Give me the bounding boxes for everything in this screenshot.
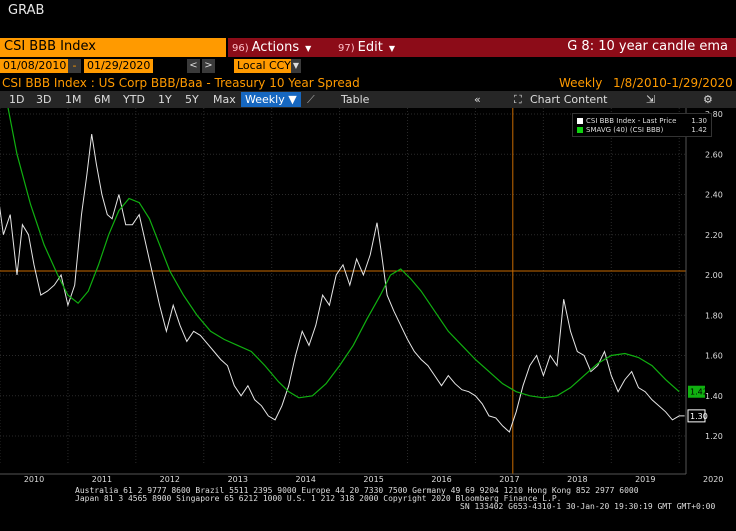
prev-period-button[interactable]: < — [187, 59, 200, 73]
tab-3d[interactable]: 3D — [36, 93, 52, 106]
axis-ticks — [0, 108, 687, 475]
chart-area: 1.20 1.40 1.60 1.80 2.00 2.20 2.40 2.60 2.80 2010… — [0, 108, 736, 484]
ticker-input-bar[interactable] — [0, 38, 226, 57]
chevron-down-icon: ▼ — [305, 44, 312, 53]
tab-max[interactable]: Max — [213, 93, 236, 106]
edit-num: 97) — [338, 43, 355, 54]
series-lines — [0, 108, 685, 433]
x-tick-label: 2018 — [567, 475, 587, 484]
price-value-flag — [687, 409, 706, 423]
export-icon[interactable]: ⇲ — [646, 93, 656, 106]
y-tick-label: 2.40 — [705, 191, 723, 200]
legend-item-price: CSI BBB Index - Last Price 1.30 — [577, 117, 709, 125]
date-range-label: 1/8/2010-1/29/2020 — [613, 76, 733, 90]
series-line-sma — [7, 108, 680, 399]
footer-line-1: Australia 61 2 9777 8600 Brazil 5511 239… — [75, 486, 639, 495]
legend-swatch-price — [577, 118, 583, 124]
chevron-down-icon[interactable]: ▼ — [291, 59, 301, 73]
periodicity-label: Weekly — [559, 76, 603, 90]
edit-button[interactable]: 97) Edit ▼ — [338, 40, 395, 55]
tab-5y[interactable]: 5Y — [185, 93, 199, 106]
chart-toolbar — [0, 91, 736, 108]
x-tick-label: 2012 — [160, 475, 180, 484]
y-tick-label: 2.80 — [705, 110, 723, 119]
sma-value-label: 1.42 — [690, 388, 708, 397]
x-tick-label: 2019 — [635, 475, 655, 484]
chart-content-icon: ⛶ — [514, 93, 522, 106]
tab-6m[interactable]: 6M — [94, 93, 111, 106]
tab-ytd[interactable]: YTD — [123, 93, 145, 106]
legend-value-sma: 1.42 — [691, 126, 707, 134]
x-tick-label: 2013 — [228, 475, 248, 484]
ticker-input[interactable]: CSI BBB Index — [4, 39, 96, 54]
tab-1m[interactable]: 1M — [65, 93, 82, 106]
axis-labels: 1.20 1.40 1.60 1.80 2.00 2.20 2.40 2.60 2.80 2010… — [24, 110, 724, 484]
actions-label: Actions — [251, 40, 300, 55]
start-date-input[interactable]: 01/08/2010 — [0, 59, 70, 73]
y-tick-label: 2.20 — [705, 231, 723, 240]
chart-content-button[interactable]: Chart Content — [530, 93, 608, 106]
table-button[interactable]: Table — [341, 93, 370, 106]
security-subtitle: CSI BBB Index : US Corp BBB/Baa - Treasu… — [2, 76, 360, 90]
x-tick-label: 2011 — [92, 475, 112, 484]
legend-item-sma: SMAVG (40) (CSI BBB) 1.42 — [577, 126, 709, 134]
legend-swatch-sma — [577, 127, 583, 133]
legend-value-price: 1.30 — [691, 117, 707, 125]
menu-bar — [228, 38, 736, 57]
x-tick-label: 2020 — [703, 475, 723, 484]
next-period-button[interactable]: > — [202, 59, 215, 73]
y-tick-label: 1.20 — [705, 432, 723, 441]
x-tick-label: 2016 — [431, 475, 451, 484]
footer-line-2: Japan 81 3 4565 8900 Singapore 65 6212 1… — [75, 494, 562, 503]
series-line-price — [0, 134, 685, 433]
periodicity-select[interactable]: Weekly ▼ — [241, 92, 301, 107]
tab-1d[interactable]: 1D — [9, 93, 25, 106]
gear-icon[interactable]: ⚙ — [703, 93, 713, 106]
price-value-label: 1.30 — [690, 412, 708, 421]
y-tick-label: 2.00 — [705, 271, 723, 280]
sma-value-flag — [688, 385, 705, 398]
periodicity-select-label: Weekly — [245, 93, 285, 106]
date-separator: - — [68, 59, 81, 73]
currency-select[interactable]: Local CCY — [234, 59, 294, 73]
y-tick-label: 2.60 — [705, 150, 723, 159]
y-tick-label: 1.60 — [705, 352, 723, 361]
actions-num: 96) — [232, 43, 249, 54]
end-date-input[interactable]: 01/29/2020 — [84, 59, 154, 73]
tab-1y[interactable]: 1Y — [158, 93, 172, 106]
collapse-icon[interactable]: « — [474, 93, 481, 106]
chart-title: G 8: 10 year candle ema — [567, 39, 728, 54]
line-chart-icon[interactable]: ⟋ — [307, 93, 315, 106]
x-tick-label: 2010 — [24, 475, 44, 484]
legend-label-sma: SMAVG (40) (CSI BBB) — [586, 126, 664, 134]
edit-label: Edit — [357, 40, 383, 55]
legend-label-price: CSI BBB Index - Last Price — [586, 117, 677, 125]
y-tick-label: 1.80 — [705, 311, 723, 320]
legend: CSI BBB Index - Last Price 1.30 SMAVG (4… — [572, 113, 712, 137]
x-tick-label: 2014 — [296, 475, 316, 484]
chevron-down-icon: ▼ — [388, 44, 395, 53]
grab-label: GRAB — [8, 3, 45, 18]
y-tick-label: 1.40 — [705, 392, 723, 401]
grid-lines — [0, 108, 686, 474]
footer-line-3: SN 133402 G653-4310-1 30-Jan-20 19:30:19… — [460, 502, 716, 511]
actions-button[interactable]: 96) Actions ▼ — [232, 40, 311, 55]
x-tick-label: 2015 — [363, 475, 383, 484]
x-tick-label: 2017 — [499, 475, 519, 484]
